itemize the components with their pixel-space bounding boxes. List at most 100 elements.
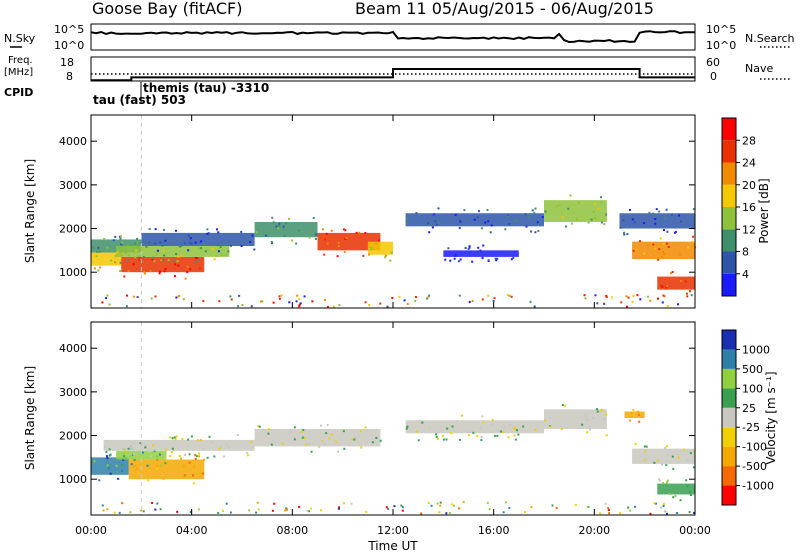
data-cell [176,260,179,263]
data-band [91,252,122,266]
data-cell [637,413,640,416]
data-cell [142,255,145,258]
data-cell [165,240,168,243]
data-cell [389,259,392,262]
data-band [91,457,129,475]
data-cell [488,508,491,511]
data-cell [364,301,367,304]
data-cell [211,441,214,444]
data-cell [514,220,517,223]
data-cell [630,412,633,415]
data-cell [119,270,122,273]
data-cell [415,212,418,215]
data-cell [512,256,515,259]
data-cell [530,506,533,509]
data-cell [119,235,122,238]
data-cell [337,245,340,248]
data-cell [189,268,192,271]
colorbar-swatch [722,207,736,230]
data-cell [565,225,568,228]
data-cell [473,218,476,221]
data-cell [661,285,664,288]
data-cell [574,503,577,506]
data-cell [145,245,148,248]
data-cell [638,240,641,243]
data-cell [103,446,106,449]
data-cell [684,280,687,283]
data-cell [536,221,539,224]
data-cell [432,213,435,216]
data-cell [586,418,589,421]
data-cell [581,423,584,426]
data-cell [462,501,465,504]
data-cell [592,416,595,419]
data-cell [350,502,353,505]
colorbar-swatch [722,273,736,296]
data-cell [653,502,656,505]
data-cell [174,438,177,441]
data-cell [458,438,461,441]
data-cell [278,297,281,300]
data-cell [528,213,531,216]
data-cell [659,237,662,240]
data-cell [190,435,193,438]
data-cell [351,438,354,441]
data-cell [206,232,209,235]
data-cell [118,511,121,514]
colorbar-swatch [722,427,736,447]
data-cell [162,477,165,480]
data-cell [150,297,153,300]
data-cell [336,450,339,453]
data-cell [633,221,636,224]
data-cell [522,214,525,217]
colorbar-tick-label: 12 [742,223,756,236]
data-cell [125,305,128,308]
data-cell [301,436,304,439]
data-cell [184,475,187,478]
data-cell [285,507,288,510]
data-cell [478,251,481,254]
data-cell [118,235,121,238]
data-cell [121,241,124,244]
data-cell [507,436,510,439]
data-cell [418,419,421,422]
data-cell [561,404,564,407]
data-cell [664,217,667,220]
data-cell [654,247,657,250]
data-cell [362,254,365,257]
data-cell [153,260,156,263]
data-cell [427,501,430,504]
data-cell [358,231,361,234]
data-cell [123,275,126,278]
data-cell [322,440,325,443]
data-cell [267,428,270,431]
data-cell [315,233,318,236]
data-cell [686,295,689,298]
data-cell [106,464,109,467]
data-cell [127,447,130,450]
data-cell [390,251,393,254]
data-cell [595,408,598,411]
data-cell [458,260,461,263]
data-cell [603,223,606,226]
data-cell [270,242,273,245]
data-cell [667,246,670,249]
data-cell [513,428,516,431]
data-cell [343,502,346,505]
data-cell [193,465,196,468]
data-cell [183,242,186,245]
data-cell [169,454,172,457]
colorbar-tick-label: 500 [742,363,763,376]
data-cell [213,258,216,261]
data-cell [477,210,480,213]
y-tick-label: 2000 [59,223,87,236]
data-cell [255,511,258,514]
colorbar-swatch [722,446,736,467]
data-cell [270,240,273,243]
data-cell [544,419,547,422]
data-cell [384,256,387,259]
data-cell [240,230,243,233]
data-cell [663,253,666,256]
data-cell [307,442,310,445]
data-cell [200,438,203,441]
